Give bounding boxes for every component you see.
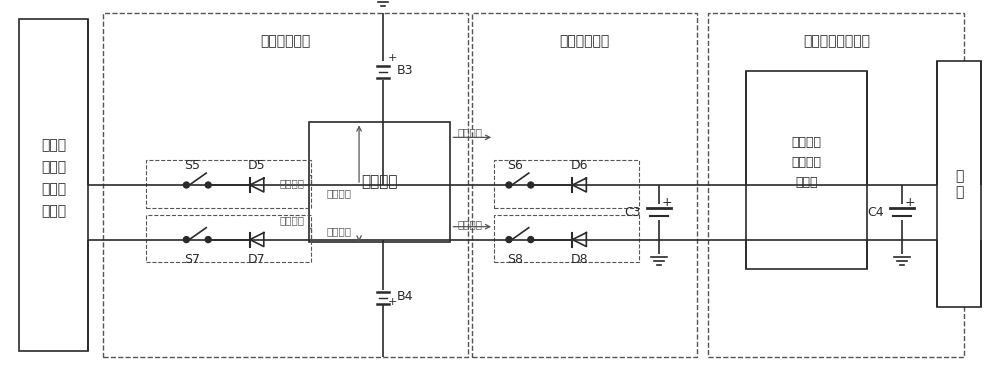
Text: 电量检测: 电量检测 [327,188,352,198]
Circle shape [183,182,189,188]
Text: B3: B3 [396,64,413,77]
Text: 交流供: 交流供 [41,138,66,152]
Text: 充电状态: 充电状态 [279,178,304,188]
Text: 电电路: 电电路 [41,204,66,218]
Text: 供电状态: 供电状态 [458,219,483,229]
Circle shape [528,182,534,188]
Bar [19,19,88,351]
Text: S7: S7 [184,253,200,266]
Bar [103,13,468,357]
Circle shape [528,236,534,243]
Text: D6: D6 [571,159,588,172]
Bar [494,215,639,262]
Bar [937,61,981,307]
Circle shape [506,182,512,188]
Bar [309,122,450,242]
Text: D5: D5 [248,159,266,172]
Text: 电量检测: 电量检测 [327,227,352,237]
Text: 整模块: 整模块 [795,175,818,189]
Bar [708,13,964,357]
Circle shape [205,182,211,188]
Text: D7: D7 [248,253,266,266]
Text: 控制电路: 控制电路 [362,175,398,189]
Text: 极性充: 极性充 [41,182,66,196]
Bar [146,215,311,262]
Text: +: + [905,196,915,209]
Text: S5: S5 [184,159,200,172]
Text: D8: D8 [571,253,588,266]
Circle shape [506,236,512,243]
Text: 电及负: 电及负 [41,160,66,174]
Text: 线性电压调整电路: 线性电压调整电路 [803,34,870,48]
Text: +: + [388,297,397,307]
Text: B4: B4 [396,290,413,303]
Text: 性电压调: 性电压调 [792,156,822,169]
Text: 供电状态: 供电状态 [458,127,483,137]
Text: S8: S8 [507,253,523,266]
Text: 供电选择电路: 供电选择电路 [559,34,609,48]
Text: +: + [388,53,397,63]
Text: 线性负极: 线性负极 [792,136,822,149]
Text: 充电状态: 充电状态 [279,215,304,225]
Bar [146,160,311,208]
Text: C3: C3 [624,206,641,219]
Circle shape [183,236,189,243]
Circle shape [205,236,211,243]
Text: +: + [661,196,672,209]
Text: 负
载: 负 载 [955,169,963,199]
Bar [472,13,697,357]
Text: S6: S6 [507,159,523,172]
Text: C4: C4 [867,206,884,219]
Bar [494,160,639,208]
Bar [746,71,867,269]
Text: 充电选择电路: 充电选择电路 [260,34,311,48]
